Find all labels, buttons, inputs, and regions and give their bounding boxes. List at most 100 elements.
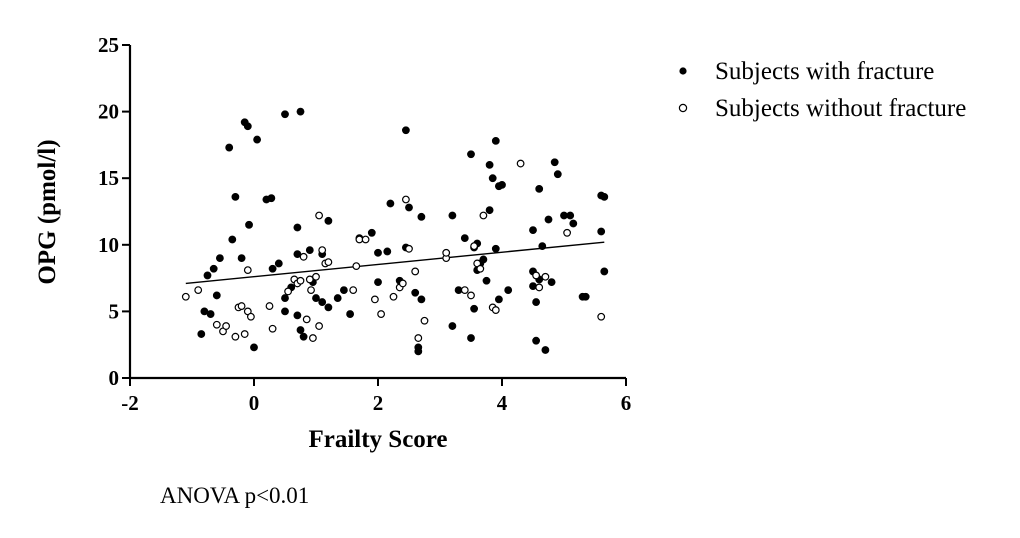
point-without-fracture	[414, 334, 423, 342]
point-with-fracture	[448, 322, 457, 330]
point-without-fracture	[231, 332, 240, 341]
point-with-fracture	[299, 332, 308, 341]
point-with-fracture	[386, 199, 395, 208]
point-with-fracture	[339, 286, 348, 294]
point-without-fracture	[467, 291, 475, 300]
point-without-fracture	[296, 276, 305, 285]
point-with-fracture	[225, 143, 234, 152]
point-with-fracture	[243, 122, 252, 131]
point-without-fracture	[349, 286, 358, 294]
point-with-fracture	[529, 226, 537, 235]
point-without-fracture	[476, 264, 485, 273]
point-with-fracture	[228, 235, 237, 244]
y-tick-label: 20	[98, 100, 119, 124]
point-without-fracture	[181, 292, 190, 301]
point-without-fracture	[532, 271, 540, 280]
point-with-fracture	[405, 203, 413, 212]
point-without-fracture	[212, 320, 221, 329]
point-without-fracture	[377, 310, 386, 318]
point-without-fracture	[371, 295, 379, 304]
point-with-fracture	[553, 170, 562, 179]
point-without-fracture	[420, 316, 429, 325]
regression-line-group	[185, 241, 605, 285]
point-without-fracture	[307, 286, 315, 294]
point-with-fracture	[485, 160, 494, 169]
y-tick-label: 5	[109, 299, 120, 323]
anova-annotation: ANOVA p<0.01	[160, 483, 309, 508]
point-with-fracture	[206, 310, 215, 318]
point-without-fracture	[411, 267, 420, 276]
legend-marker-fracture	[679, 67, 687, 75]
regression-line	[185, 241, 605, 285]
legend-label-no-fracture: Subjects without fracture	[715, 95, 966, 122]
point-without-fracture	[352, 262, 361, 271]
point-without-fracture	[535, 283, 544, 292]
point-with-fracture	[324, 303, 333, 312]
y-tick-label: 0	[109, 366, 120, 390]
point-with-fracture	[245, 220, 253, 229]
point-with-fracture	[237, 254, 246, 263]
x-tick-label: -2	[121, 391, 139, 415]
point-with-fracture	[231, 192, 240, 201]
point-with-fracture	[296, 326, 305, 334]
point-with-fracture	[374, 278, 382, 286]
point-with-fracture	[209, 264, 218, 273]
point-with-fracture	[203, 271, 212, 280]
x-tick-label: 6	[621, 391, 632, 415]
point-with-fracture	[491, 244, 500, 253]
point-with-fracture	[417, 212, 426, 221]
point-without-fracture	[194, 286, 203, 294]
point-with-fracture	[411, 288, 420, 297]
point-without-fracture	[299, 252, 308, 261]
data-points	[181, 107, 609, 356]
point-with-fracture	[482, 276, 491, 285]
point-with-fracture	[324, 216, 333, 225]
y-axis-title: OPG (pmol/l)	[34, 139, 61, 284]
point-without-fracture	[541, 272, 550, 281]
point-without-fracture	[402, 195, 410, 204]
point-without-fracture	[597, 312, 606, 321]
point-with-fracture	[600, 267, 609, 276]
point-with-fracture	[296, 107, 305, 116]
point-with-fracture	[281, 110, 289, 119]
point-with-fracture	[374, 248, 382, 257]
y-tick-label: 25	[98, 33, 119, 57]
point-without-fracture	[516, 159, 525, 168]
point-with-fracture	[417, 295, 426, 304]
point-with-fracture	[538, 242, 547, 251]
point-with-fracture	[504, 286, 513, 294]
point-with-fracture	[544, 215, 553, 224]
point-with-fracture	[293, 223, 302, 232]
point-without-fracture	[246, 312, 255, 321]
point-without-fracture	[222, 322, 231, 330]
point-without-fracture	[268, 324, 277, 333]
point-without-fracture	[324, 258, 333, 267]
point-without-fracture	[361, 235, 370, 244]
point-with-fracture	[274, 259, 283, 268]
point-with-fracture	[569, 219, 578, 228]
point-with-fracture	[467, 150, 475, 159]
point-with-fracture	[535, 184, 544, 193]
point-without-fracture	[237, 302, 246, 310]
point-with-fracture	[566, 211, 575, 220]
point-with-fracture	[318, 298, 327, 306]
point-with-fracture	[383, 247, 392, 256]
point-with-fracture	[414, 347, 423, 356]
legend-label-fracture: Subjects with fracture	[715, 58, 934, 85]
legend-marker-no-fracture	[678, 103, 688, 113]
point-with-fracture	[197, 330, 206, 338]
legend: Subjects with fracture Subjects without …	[678, 58, 966, 122]
x-tick-label: 4	[497, 391, 508, 415]
x-axis-title: Frailty Score	[308, 426, 447, 453]
point-with-fracture	[267, 194, 276, 203]
point-with-fracture	[550, 158, 559, 167]
point-without-fracture	[398, 279, 407, 288]
y-tick-label: 15	[98, 166, 119, 190]
point-without-fracture	[240, 330, 249, 338]
point-with-fracture	[532, 298, 540, 306]
point-with-fracture	[467, 334, 475, 342]
point-with-fracture	[281, 307, 289, 316]
point-with-fracture	[470, 304, 478, 313]
point-with-fracture	[498, 180, 506, 189]
